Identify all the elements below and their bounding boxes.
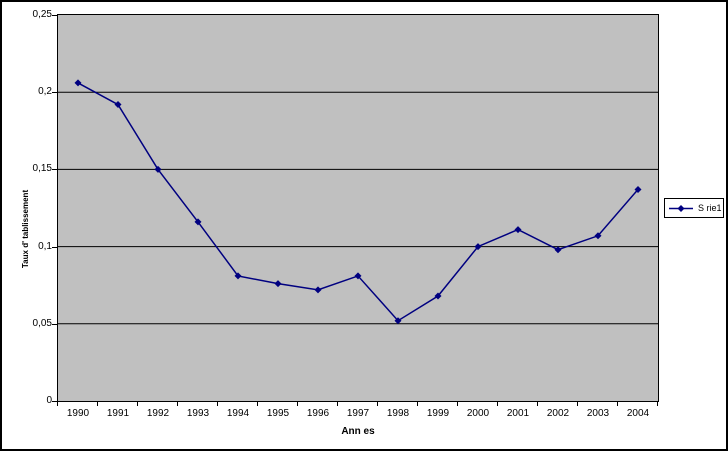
x-tick-label: 1997 (346, 408, 370, 419)
x-axis-tick (137, 401, 138, 406)
y-tick-label: 0,05 (32, 318, 52, 329)
data-point-marker (274, 280, 282, 288)
x-tick-label: 2002 (546, 408, 570, 419)
line-chart-canvas (58, 79, 658, 325)
x-axis-tick (177, 401, 178, 406)
x-tick-label: 1990 (66, 408, 90, 419)
x-tick-label: 1993 (186, 408, 210, 419)
x-axis-tick (57, 401, 58, 406)
legend-series-label: S rie1 (698, 203, 722, 213)
x-axis-title: Ann es (341, 426, 375, 437)
y-axis-title: Taux d' tablissement (21, 189, 30, 269)
x-tick-label: 2003 (586, 408, 610, 419)
y-axis-tick (52, 15, 57, 16)
data-point-marker (434, 292, 442, 300)
x-tick-label: 1998 (386, 408, 410, 419)
x-tick-label: 1995 (266, 408, 290, 419)
x-axis-tick (337, 401, 338, 406)
data-point-marker (554, 246, 562, 254)
x-axis-tick (657, 401, 658, 406)
data-point-marker (154, 165, 162, 173)
data-point-marker (514, 226, 522, 234)
y-axis-tick (52, 169, 57, 170)
x-axis-tick (257, 401, 258, 406)
x-axis-tick (617, 401, 618, 406)
y-tick-label: 0,2 (38, 86, 52, 97)
legend: S rie1 (664, 198, 724, 218)
data-point-marker (474, 243, 482, 251)
x-axis-tick (297, 401, 298, 406)
x-axis-tick (377, 401, 378, 406)
x-axis-tick (97, 401, 98, 406)
y-axis-tick (52, 401, 57, 402)
data-point-marker (594, 232, 602, 240)
x-axis-tick (417, 401, 418, 406)
x-tick-label: 1999 (426, 408, 450, 419)
data-point-marker (634, 185, 642, 193)
data-point-marker (194, 218, 202, 226)
x-axis-tick (217, 401, 218, 406)
y-axis-tick (52, 247, 57, 248)
data-point-marker (74, 79, 82, 87)
x-tick-label: 2001 (506, 408, 530, 419)
y-axis-tick (52, 92, 57, 93)
x-axis-tick (577, 401, 578, 406)
data-point-marker (234, 272, 242, 280)
x-tick-label: 1992 (146, 408, 170, 419)
series-line (77, 82, 639, 322)
y-tick-label: 0,15 (32, 163, 52, 174)
x-axis-tick (457, 401, 458, 406)
data-point-marker (114, 101, 122, 109)
plot-area (57, 14, 659, 402)
x-tick-label: 2004 (626, 408, 650, 419)
y-tick-label: 0 (46, 395, 52, 406)
data-point-marker (314, 286, 322, 294)
x-axis-tick (497, 401, 498, 406)
y-tick-label: 0,1 (38, 241, 52, 252)
y-tick-label: 0,25 (32, 9, 52, 20)
x-axis-tick (537, 401, 538, 406)
y-axis-tick (52, 324, 57, 325)
x-tick-label: 1991 (106, 408, 130, 419)
x-tick-label: 1994 (226, 408, 250, 419)
data-point-marker (354, 272, 362, 280)
x-tick-label: 2000 (466, 408, 490, 419)
legend-series-marker-icon (669, 204, 693, 212)
data-point-marker (394, 317, 402, 325)
x-tick-label: 1996 (306, 408, 330, 419)
